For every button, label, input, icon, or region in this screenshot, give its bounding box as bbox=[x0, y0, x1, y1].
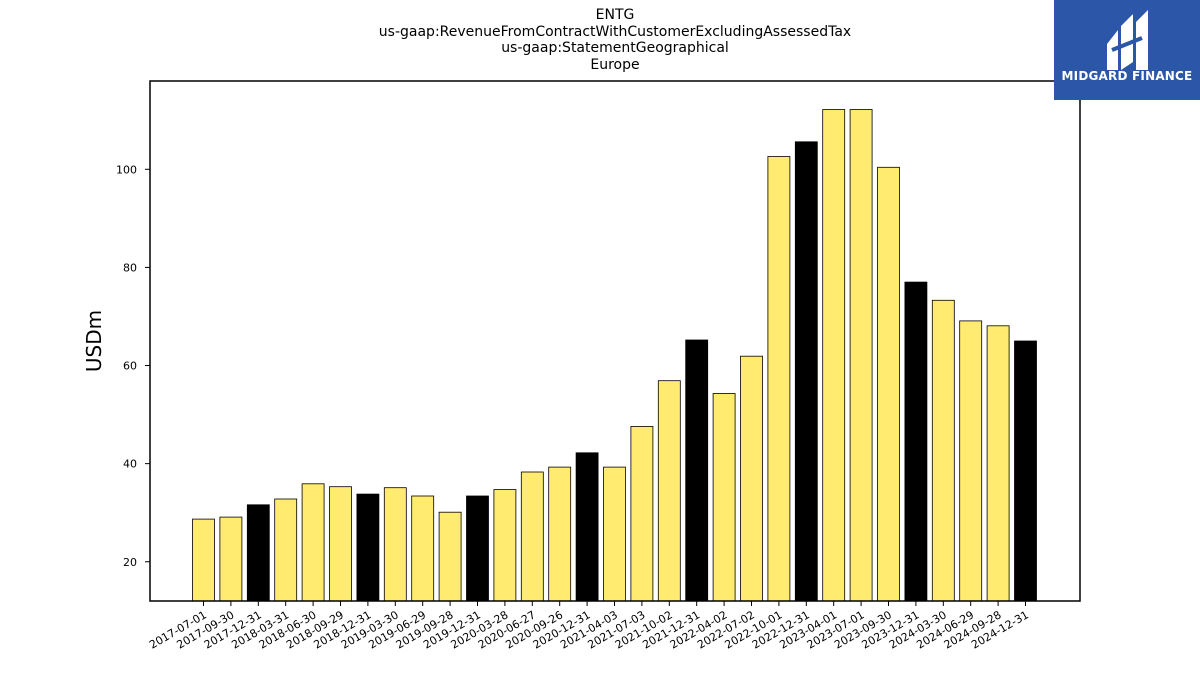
bar bbox=[822, 109, 846, 602]
bar bbox=[959, 320, 983, 602]
bar bbox=[657, 380, 681, 602]
bar bbox=[548, 466, 572, 602]
bar bbox=[904, 281, 928, 602]
bar bbox=[274, 498, 298, 602]
bar bbox=[411, 495, 435, 602]
bar bbox=[630, 425, 654, 602]
bar bbox=[192, 518, 215, 602]
bar bbox=[685, 339, 709, 602]
bar bbox=[877, 166, 900, 602]
bar bbox=[712, 393, 736, 602]
midgard-logo-mark-icon bbox=[1107, 10, 1148, 70]
chart-title-concept: us-gaap:RevenueFromContractWithCustomerE… bbox=[378, 23, 852, 40]
chart-title-block: ENTG us-gaap:RevenueFromContractWithCust… bbox=[150, 7, 1080, 73]
y-tick-label: 40 bbox=[123, 458, 137, 471]
y-tick-label: 100 bbox=[116, 163, 137, 176]
y-axis-label: USDm bbox=[82, 310, 106, 372]
bar bbox=[356, 493, 380, 602]
chart-title-member: Europe bbox=[590, 56, 640, 73]
bar bbox=[493, 489, 517, 602]
bar bbox=[329, 486, 352, 602]
y-tick-label: 80 bbox=[123, 261, 137, 274]
bar bbox=[603, 466, 626, 602]
bar bbox=[219, 516, 243, 602]
bar bbox=[1014, 340, 1037, 602]
bar bbox=[383, 487, 407, 602]
midgard-finance-logo: MIDGARD FINANCE bbox=[1054, 0, 1200, 100]
bar bbox=[931, 299, 955, 602]
bar bbox=[575, 452, 599, 602]
bar bbox=[520, 471, 544, 602]
bar bbox=[466, 495, 489, 602]
chart-title-ticker: ENTG bbox=[595, 7, 635, 23]
y-tick-label: 60 bbox=[123, 360, 137, 373]
y-tick-label: 20 bbox=[123, 556, 137, 569]
chart-title-axis: us-gaap:StatementGeographical bbox=[501, 40, 729, 56]
bar bbox=[246, 504, 270, 602]
bar bbox=[740, 355, 763, 602]
bar bbox=[438, 511, 462, 602]
bar bbox=[849, 109, 873, 602]
bar bbox=[301, 483, 325, 602]
logo-text: MIDGARD FINANCE bbox=[1061, 69, 1193, 83]
bar bbox=[986, 325, 1010, 602]
bar bbox=[794, 141, 818, 602]
bar bbox=[767, 156, 791, 602]
